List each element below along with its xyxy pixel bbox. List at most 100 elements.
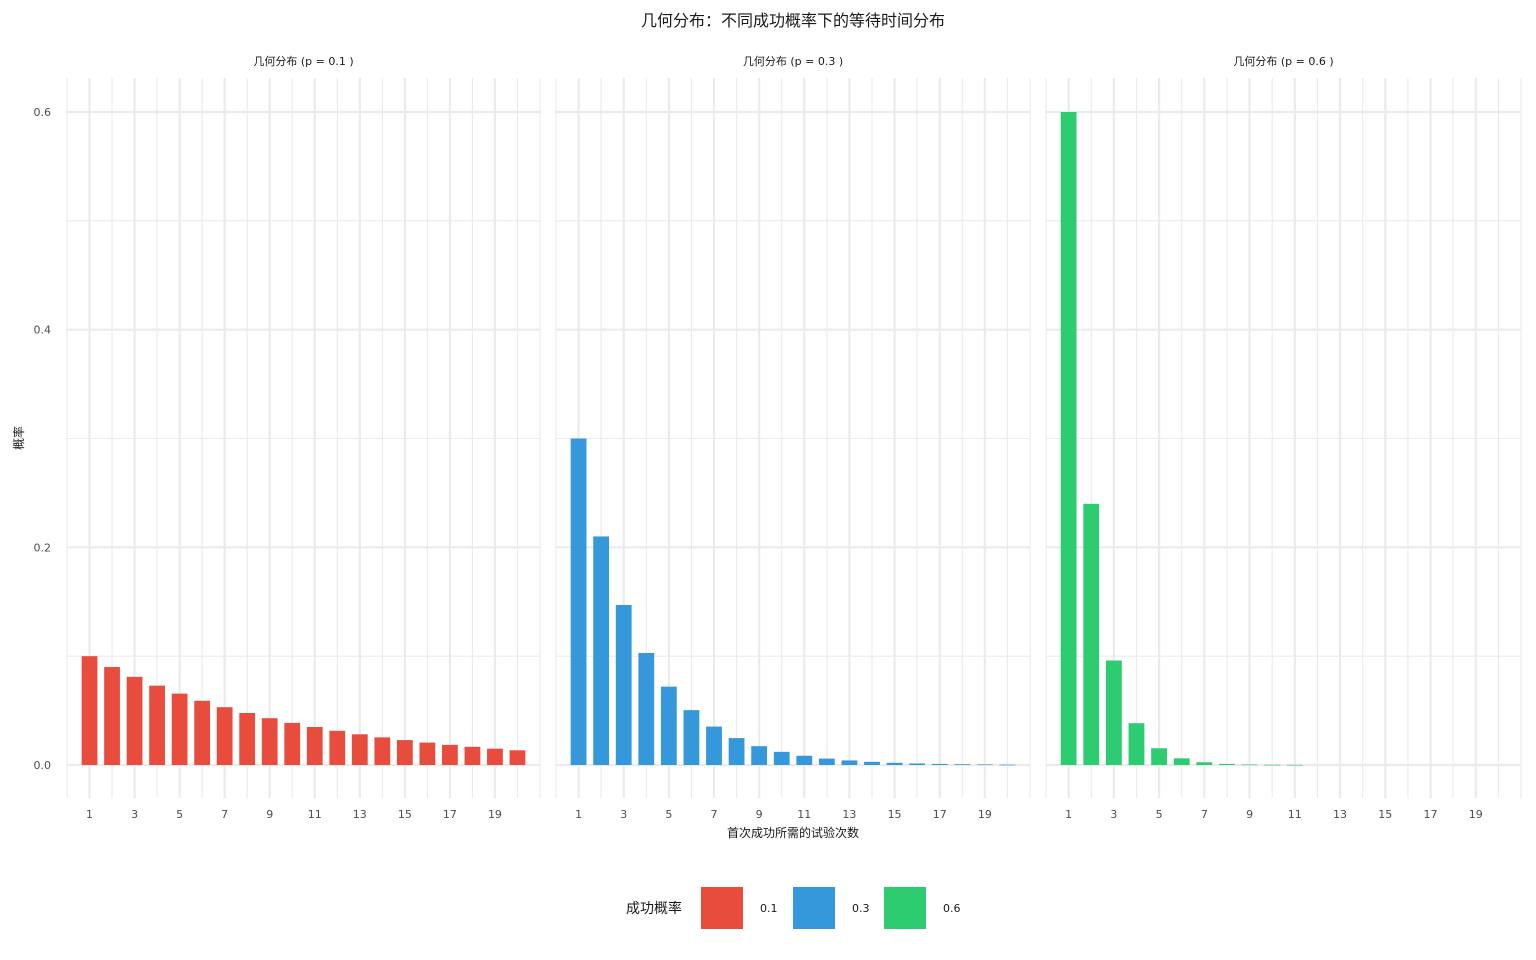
x-tick-label: 7 — [1201, 808, 1208, 821]
bar-p1-x16 — [419, 742, 436, 765]
bar-p2-x13 — [841, 760, 858, 765]
x-tick-label: 1 — [1065, 808, 1072, 821]
bar-p3-x3 — [1105, 660, 1122, 765]
strip-label: 几何分布 (p = 0.6 ) — [1233, 55, 1333, 68]
bar-p2-x16 — [909, 763, 926, 765]
bar-p1-x4 — [149, 685, 165, 765]
x-axis-title: 首次成功所需的试验次数 — [727, 825, 859, 840]
bar-p1-x15 — [396, 740, 413, 765]
bar-p2-x20 — [999, 764, 1016, 766]
legend-label: 0.3 — [852, 902, 870, 915]
bar-p1-x14 — [374, 737, 391, 765]
bar-p1-x6 — [194, 700, 211, 765]
x-tick-label: 9 — [266, 808, 273, 821]
x-tick-label: 13 — [353, 808, 367, 821]
bar-p3-x10 — [1264, 764, 1281, 766]
bar-p2-x9 — [751, 746, 768, 765]
y-tick-label: 0.0 — [34, 759, 52, 772]
strip-label: 几何分布 (p = 0.1 ) — [253, 55, 353, 68]
x-tick-label: 11 — [1288, 808, 1302, 821]
y-axis-title: 概率 — [11, 426, 26, 450]
bar-p2-x7 — [706, 726, 722, 765]
x-tick-label: 3 — [1110, 808, 1117, 821]
x-tick-label: 3 — [620, 808, 627, 821]
bar-p2-x8 — [728, 738, 745, 765]
bar-p2-x5 — [660, 686, 677, 765]
bar-p1-x10 — [284, 722, 301, 765]
bar-p3-x2 — [1083, 503, 1100, 765]
x-tick-label: 11 — [308, 808, 322, 821]
x-tick-label: 15 — [398, 808, 412, 821]
panel-1: 几何分布 (p = 0.1 )1 3 5 7 9 11 13 15 17 190.00.20.40… — [34, 55, 541, 821]
bar-p2-x2 — [593, 536, 610, 765]
x-tick-label: 15 — [888, 808, 902, 821]
bar-p3-x7 — [1196, 762, 1213, 765]
x-tick-label: 1 — [575, 808, 582, 821]
bar-p1-x8 — [239, 712, 256, 765]
bar-p1-x20 — [509, 750, 526, 765]
bar-p1-x2 — [104, 667, 120, 765]
x-tick-label: 17 — [1424, 808, 1438, 821]
bar-p3-x1 — [1060, 112, 1077, 765]
x-tick-label: 17 — [443, 808, 457, 821]
bar-p2-x17 — [931, 763, 948, 765]
facet-panels: 几何分布 (p = 0.1 )1 3 5 7 9 11 13 15 17 190.00.20.40… — [34, 55, 1522, 821]
x-tick-label: 11 — [797, 808, 811, 821]
legend-key-0.3 — [793, 887, 835, 929]
bar-p1-x11 — [306, 727, 323, 765]
x-tick-label: 9 — [1246, 808, 1253, 821]
legend-label: 0.1 — [760, 902, 778, 915]
x-tick-label: 5 — [665, 808, 672, 821]
bar-p2-x3 — [615, 605, 632, 765]
legend-title: 成功概率 — [626, 900, 682, 917]
bar-p1-x5 — [171, 693, 188, 765]
bar-p2-x4 — [638, 653, 655, 765]
chart-title: 几何分布：不同成功概率下的等待时间分布 — [641, 11, 945, 30]
x-tick-label: 19 — [488, 808, 502, 821]
bar-p1-x17 — [442, 744, 458, 765]
x-tick-label: 13 — [1333, 808, 1347, 821]
legend: 成功概率 0.1 0.3 0.6 — [626, 887, 961, 929]
x-tick-label: 5 — [176, 808, 183, 821]
bar-p1-x12 — [329, 730, 346, 765]
bar-p1-x13 — [351, 734, 368, 765]
bar-p1-x19 — [487, 748, 503, 765]
x-tick-label: 19 — [978, 808, 992, 821]
y-tick-label: 0.2 — [34, 541, 52, 554]
panel-2: 几何分布 (p = 0.3 )1 3 5 7 9 11 13 15 17 19 — [555, 55, 1031, 821]
bar-p2-x10 — [773, 751, 790, 765]
x-tick-label: 15 — [1378, 808, 1392, 821]
bar-p3-x4 — [1128, 723, 1145, 765]
bar-p3-x5 — [1151, 748, 1168, 765]
bar-p3-x11 — [1286, 764, 1303, 766]
bar-p2-x1 — [570, 438, 587, 765]
bar-p2-x11 — [796, 755, 813, 765]
bar-p2-x12 — [818, 758, 835, 765]
bar-p1-x18 — [464, 746, 481, 765]
legend-items: 0.1 0.3 0.6 — [701, 887, 961, 929]
legend-label: 0.6 — [943, 902, 961, 915]
x-tick-label: 7 — [221, 808, 228, 821]
strip-label: 几何分布 (p = 0.3 ) — [743, 55, 843, 68]
bar-p2-x18 — [954, 764, 971, 765]
bar-p1-x7 — [216, 707, 233, 765]
bar-p2-x19 — [976, 764, 993, 766]
legend-key-0.1 — [701, 887, 743, 929]
x-tick-label: 9 — [756, 808, 763, 821]
bar-p2-x14 — [864, 761, 880, 765]
bar-p1-x9 — [261, 718, 278, 765]
x-tick-label: 5 — [1156, 808, 1163, 821]
bar-p3-x8 — [1219, 763, 1235, 765]
bar-p1-x3 — [126, 676, 143, 765]
x-tick-label: 17 — [933, 808, 947, 821]
panel-3: 几何分布 (p = 0.6 )1 3 5 7 9 11 13 15 17 19 — [1045, 55, 1522, 821]
x-tick-label: 13 — [842, 808, 856, 821]
bar-p2-x15 — [886, 762, 903, 765]
y-tick-label: 0.6 — [34, 106, 52, 119]
x-tick-label: 7 — [711, 808, 718, 821]
x-tick-label: 3 — [131, 808, 138, 821]
x-tick-label: 1 — [86, 808, 93, 821]
y-tick-label: 0.4 — [34, 324, 52, 337]
legend-key-0.6 — [884, 887, 926, 929]
